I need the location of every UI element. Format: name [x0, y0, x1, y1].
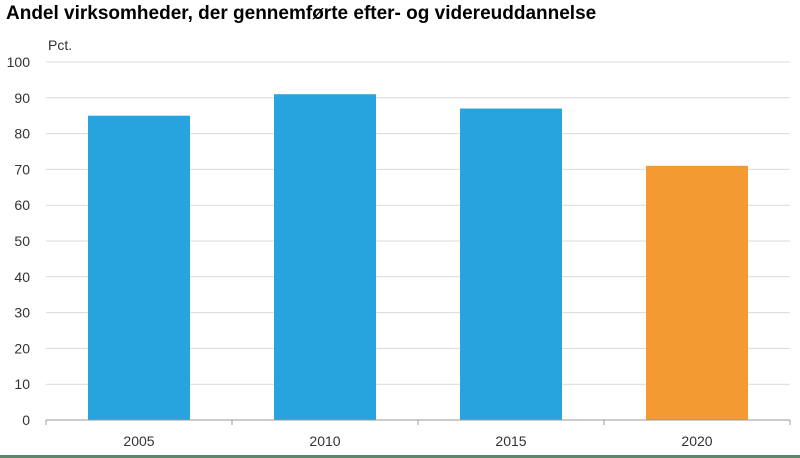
x-axis-ticks: 2005 2010 2015 2020 — [45, 420, 791, 449]
x-tick-label: 2020 — [681, 433, 712, 449]
y-tick-label: 20 — [14, 340, 30, 356]
y-axis-unit-label: Pct. — [48, 37, 72, 53]
bars — [88, 94, 748, 420]
y-tick-label: 30 — [14, 305, 30, 321]
footer-rule — [0, 455, 800, 458]
y-tick-label: 50 — [14, 233, 30, 249]
x-tick-label: 2010 — [309, 433, 340, 449]
y-tick-label: 90 — [14, 90, 30, 106]
bar-2015 — [460, 108, 562, 420]
y-tick-label: 0 — [22, 412, 30, 428]
x-tick-label: 2005 — [123, 433, 154, 449]
x-tick-label: 2015 — [495, 433, 526, 449]
bar-2005 — [88, 115, 190, 420]
bar-2010 — [274, 94, 376, 420]
y-tick-label: 100 — [7, 54, 31, 70]
y-tick-label: 40 — [14, 269, 30, 285]
y-axis-ticks: 0 10 20 30 40 50 60 70 80 90 100 — [7, 54, 31, 428]
y-tick-label: 10 — [14, 376, 30, 392]
chart-title: Andel virksomheder, der gennemførte efte… — [6, 3, 597, 24]
y-tick-label: 80 — [14, 126, 30, 142]
y-tick-label: 70 — [14, 161, 30, 177]
bar-2020 — [646, 165, 748, 420]
y-tick-label: 60 — [14, 197, 30, 213]
